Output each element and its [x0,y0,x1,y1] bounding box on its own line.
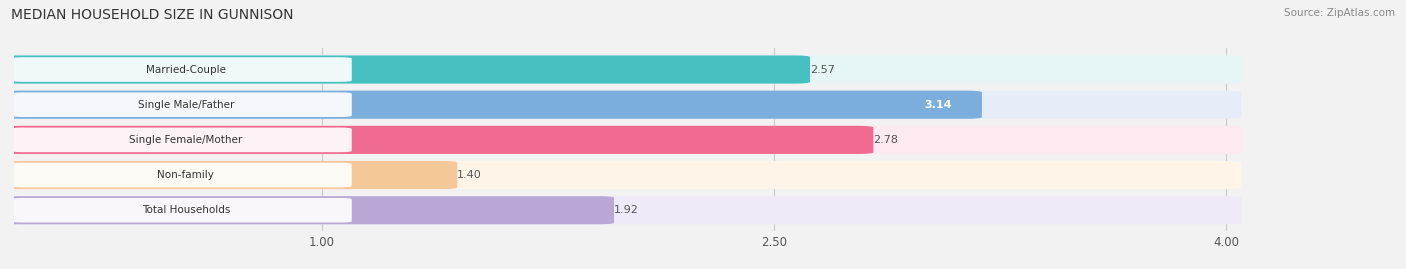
FancyBboxPatch shape [6,126,1241,154]
FancyBboxPatch shape [6,161,1241,189]
Text: Married-Couple: Married-Couple [146,65,226,75]
Text: 2.78: 2.78 [873,135,898,145]
Text: 3.14: 3.14 [924,100,952,110]
Text: Single Male/Father: Single Male/Father [138,100,235,110]
Text: Total Households: Total Households [142,205,231,215]
FancyBboxPatch shape [11,198,352,222]
Text: Source: ZipAtlas.com: Source: ZipAtlas.com [1284,8,1395,18]
FancyBboxPatch shape [6,161,457,189]
FancyBboxPatch shape [6,196,1241,224]
FancyBboxPatch shape [6,55,1241,84]
Text: 1.92: 1.92 [614,205,638,215]
Text: MEDIAN HOUSEHOLD SIZE IN GUNNISON: MEDIAN HOUSEHOLD SIZE IN GUNNISON [11,8,294,22]
Text: 2.57: 2.57 [810,65,835,75]
FancyBboxPatch shape [11,163,352,187]
FancyBboxPatch shape [11,57,352,82]
FancyBboxPatch shape [6,55,810,84]
FancyBboxPatch shape [11,92,352,117]
Text: Single Female/Mother: Single Female/Mother [129,135,243,145]
FancyBboxPatch shape [6,91,1241,119]
FancyBboxPatch shape [6,91,981,119]
Text: 1.40: 1.40 [457,170,482,180]
FancyBboxPatch shape [6,126,873,154]
Text: Non-family: Non-family [157,170,214,180]
FancyBboxPatch shape [11,128,352,152]
FancyBboxPatch shape [6,196,614,224]
